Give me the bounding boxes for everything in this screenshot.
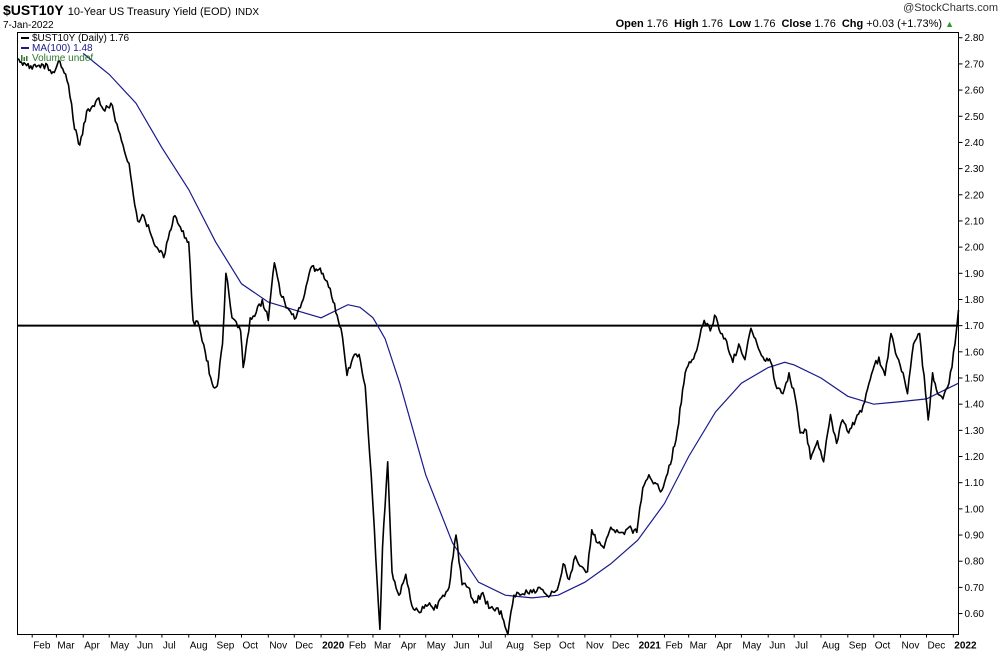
chg-value: +0.03 (+1.73%) [866, 18, 943, 30]
low-label: Low [729, 18, 752, 30]
low-value: 1.76 [754, 18, 776, 30]
y-tick-label: 2.10 [965, 216, 985, 227]
x-tick-label: Mar [57, 641, 75, 652]
x-tick-label: Aug [822, 641, 840, 652]
x-tick-label: May [110, 641, 129, 652]
close-value: 1.76 [814, 18, 836, 30]
symbol-description: 10-Year US Treasury Yield (EOD) [67, 6, 232, 18]
y-tick-label: 2.60 [965, 86, 985, 97]
high-label: High [674, 18, 699, 30]
x-tick-label: Nov [269, 641, 287, 652]
brand-logo: @StockCharts.com [903, 2, 998, 14]
x-tick-label: Oct [875, 641, 891, 652]
symbol: $UST10Y [3, 2, 64, 18]
y-tick-label: 1.60 [965, 347, 985, 358]
x-tick-label: Sep [217, 641, 235, 652]
y-tick-label: 0.60 [965, 609, 985, 620]
x-tick-label: Feb [33, 641, 51, 652]
y-tick-label: 2.40 [965, 138, 985, 149]
x-tick-label: May [742, 641, 761, 652]
chart-title: $UST10Y 10-Year US Treasury Yield (EOD) IN… [3, 2, 259, 18]
x-tick-label: Apr [716, 641, 732, 652]
y-tick-label: 0.90 [965, 531, 985, 542]
x-tick-label: Apr [84, 641, 100, 652]
y-tick-label: 2.00 [965, 243, 985, 254]
y-axis: 0.60 0.70 0.80 0.90 1.00 1.10 1.20 1.30 1.40 1.50… [958, 33, 985, 620]
x-tick-label: 2020 [322, 641, 345, 652]
y-tick-label: 1.10 [965, 478, 985, 489]
y-tick-label: 1.80 [965, 295, 985, 306]
legend-entry-volume: Volume undef [32, 53, 93, 64]
x-tick-label: Aug [190, 641, 208, 652]
x-tick-label: Jul [795, 641, 808, 652]
x-tick-label: Dec [295, 641, 313, 652]
x-tick-label: Jun [454, 641, 470, 652]
x-tick-label: 2022 [954, 641, 977, 652]
triangle-up-icon: ▲ [945, 19, 954, 29]
x-tick-label: Nov [586, 641, 604, 652]
x-tick-label: Jun [769, 641, 785, 652]
legend-entry-ust10y: $UST10Y (Daily) 1.76 [32, 33, 130, 44]
x-tick-label: Mar [374, 641, 392, 652]
y-tick-label: 0.70 [965, 583, 985, 594]
y-tick-label: 2.30 [965, 164, 985, 175]
series-line-ust10y [17, 57, 960, 636]
high-value: 1.76 [701, 18, 724, 30]
x-tick-label: Aug [506, 641, 524, 652]
open-label: Open [615, 18, 644, 30]
x-tick-label: Sep [533, 641, 551, 652]
y-tick-label: 0.80 [965, 557, 985, 568]
plot-area [17, 32, 959, 635]
series-line-ma100 [82, 52, 959, 599]
x-tick-label: May [427, 641, 446, 652]
x-tick-label: Mar [690, 641, 708, 652]
chg-label: Chg [841, 18, 864, 30]
x-tick-label: Nov [902, 641, 920, 652]
y-tick-label: 1.40 [965, 400, 985, 411]
x-tick-label: Dec [927, 641, 945, 652]
x-tick-label: Feb [665, 641, 683, 652]
y-tick-label: 1.50 [965, 373, 985, 384]
y-tick-label: 2.80 [965, 33, 985, 44]
open-value: 1.76 [646, 18, 669, 30]
legend: $UST10Y (Daily) 1.76 MA(100) 1.48 Volume… [21, 33, 130, 64]
x-tick-label: Dec [612, 641, 630, 652]
x-tick-label: Jun [137, 641, 153, 652]
y-tick-label: 2.50 [965, 112, 985, 123]
quote-bar: Open 1.76 High 1.76 Low 1.76 Close 1.76 Chg +0.03… [610, 18, 954, 30]
x-tick-label: Oct [559, 641, 575, 652]
legend-entry-ma100: MA(100) 1.48 [32, 43, 93, 54]
y-tick-label: 2.70 [965, 59, 985, 70]
y-tick-label: 1.70 [965, 321, 985, 332]
x-tick-label: Apr [401, 641, 417, 652]
y-tick-label: 2.20 [965, 190, 985, 201]
x-tick-label: Jul [163, 641, 176, 652]
close-label: Close [781, 18, 812, 30]
y-tick-label: 1.00 [965, 504, 985, 515]
y-tick-label: 1.30 [965, 426, 985, 437]
chart-date: 7-Jan-2022 [3, 20, 54, 31]
x-tick-label: 2021 [639, 641, 662, 652]
exchange: INDX [235, 7, 260, 18]
y-tick-label: 1.20 [965, 452, 985, 463]
x-tick-label: Oct [243, 641, 259, 652]
x-axis: Feb Mar Apr May Jun Jul Aug Sep Oct Nov Dec 2020 Feb… [31, 634, 977, 652]
x-tick-label: Sep [849, 641, 867, 652]
y-tick-label: 1.90 [965, 269, 985, 280]
x-tick-label: Feb [349, 641, 367, 652]
volume-bars-icon [21, 55, 28, 61]
x-tick-label: Jul [479, 641, 492, 652]
